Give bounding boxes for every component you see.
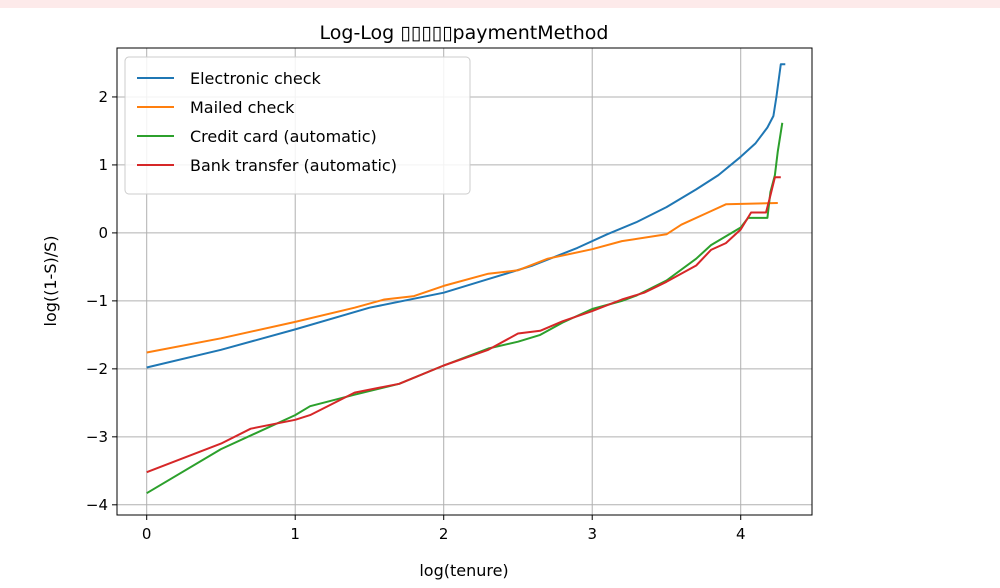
series-line-4	[146, 176, 781, 474]
x-tick-label: 1	[290, 525, 300, 543]
y-tick-label: 2	[98, 88, 108, 106]
x-tick-label: 0	[142, 525, 152, 543]
series-line-2	[146, 202, 778, 354]
x-tick-label: 2	[439, 525, 449, 543]
notebook-output-bar	[0, 0, 1000, 8]
y-tick-label: 1	[98, 156, 108, 174]
chart-title: Log-Log ▯▯▯▯▯paymentMethod	[320, 22, 609, 44]
y-tick-label: −2	[86, 360, 108, 378]
y-tick-label: −1	[86, 292, 108, 310]
legend-label-4: Bank transfer (automatic)	[190, 156, 397, 175]
x-axis-label: log(tenure)	[419, 561, 508, 580]
legend: Electronic check Mailed check Credit card …	[124, 56, 471, 195]
y-axis-label: log((1-S)/S)	[41, 235, 60, 326]
series-line-1	[146, 63, 786, 369]
legend-label-3: Credit card (automatic)	[190, 127, 377, 146]
x-tick-label: 4	[736, 525, 746, 543]
y-tick-label: −4	[86, 496, 108, 514]
legend-label-1: Electronic check	[190, 69, 322, 88]
y-tick-label: 0	[98, 224, 108, 242]
legend-box	[124, 56, 471, 195]
axis-ticks: 0 1 2 3 4 −4 −3 −2 −1 0 1 2	[86, 88, 746, 543]
plot-frame	[116, 47, 813, 516]
grid-lines	[117, 48, 812, 515]
y-tick-label: −3	[86, 428, 108, 446]
series-lines	[146, 63, 786, 495]
x-tick-label: 3	[587, 525, 597, 543]
legend-label-2: Mailed check	[190, 98, 295, 117]
